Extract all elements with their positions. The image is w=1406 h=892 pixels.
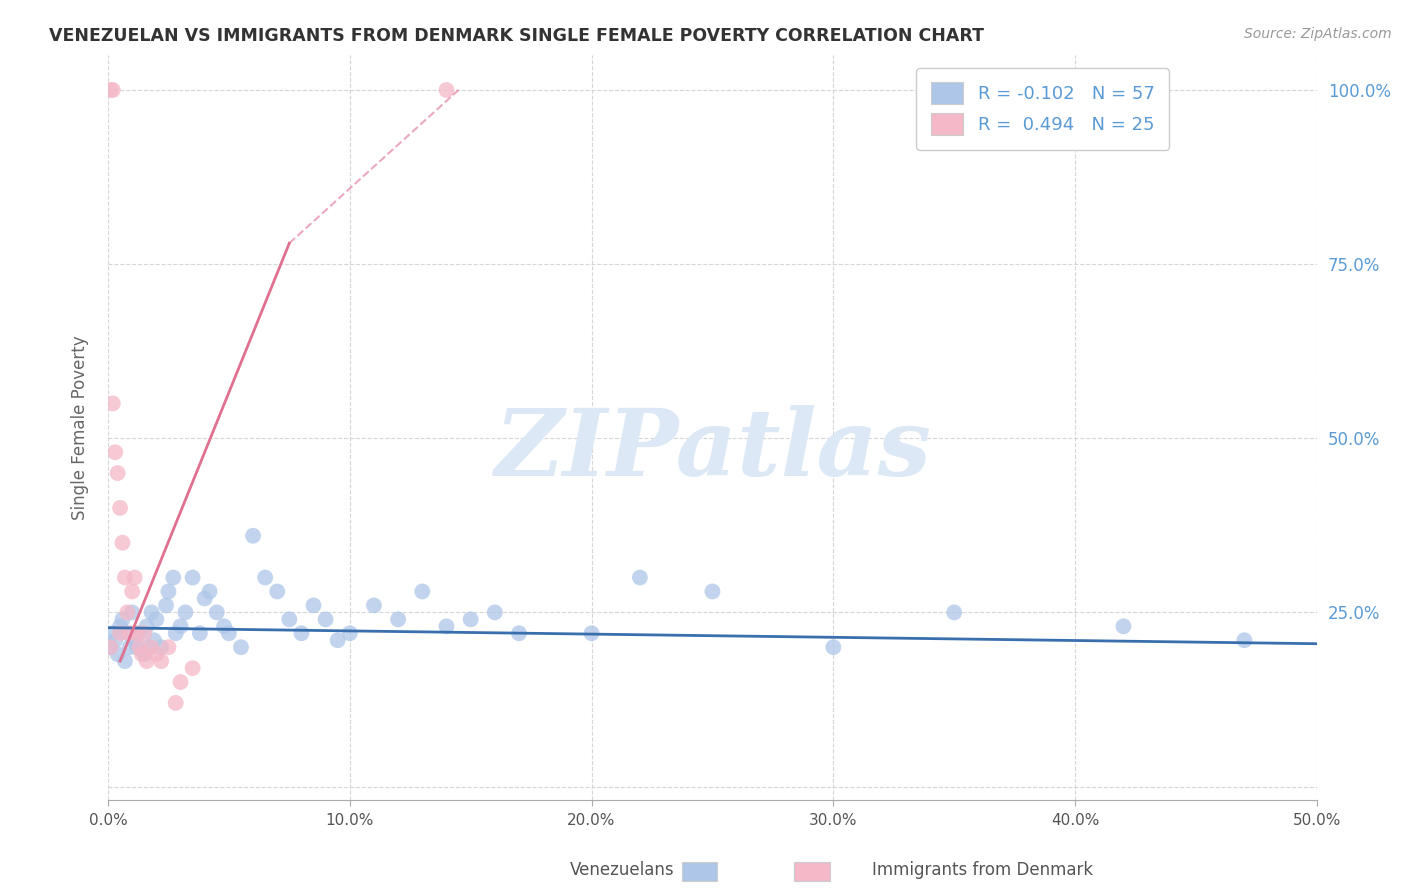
Point [131,647,153,661]
Point [128,640,150,655]
Point [138,640,160,655]
Point [290,626,312,640]
Point [135,619,157,633]
Point [145,647,167,661]
Point [142,633,165,648]
Text: Immigrants from Denmark: Immigrants from Denmark [872,861,1092,879]
Point [508,626,530,640]
Point [118,640,141,655]
Point [169,619,191,633]
Point [141,606,163,620]
Point [266,584,288,599]
Point [111,535,134,549]
Point [943,606,966,620]
Point [326,633,349,648]
Point [111,612,134,626]
Point [118,626,141,640]
Point [278,612,301,626]
Point [104,445,127,459]
Point [411,584,433,599]
Point [198,584,221,599]
Point [141,640,163,655]
Point [205,606,228,620]
Point [157,584,180,599]
Point [436,619,458,633]
Point [363,599,385,613]
Point [121,584,143,599]
Point [125,640,148,655]
Point [229,640,252,655]
Point [135,654,157,668]
Point [150,640,173,655]
Point [302,599,325,613]
Legend: R = -0.102   N = 57, R =  0.494   N = 25: R = -0.102 N = 57, R = 0.494 N = 25 [917,68,1168,150]
Point [188,626,211,640]
Point [101,396,124,410]
Point [124,633,146,648]
Point [194,591,217,606]
Point [174,606,197,620]
Point [100,640,122,655]
Point [121,606,143,620]
Point [100,640,122,655]
Point [117,606,139,620]
Point [339,626,361,640]
Point [108,626,131,640]
Point [581,626,603,640]
Point [128,626,150,640]
Text: Source: ZipAtlas.com: Source: ZipAtlas.com [1244,27,1392,41]
Point [107,466,129,480]
Point [242,529,264,543]
Point [114,570,136,584]
Point [117,626,139,640]
Point [155,599,177,613]
Point [169,675,191,690]
Point [124,570,146,584]
Point [104,633,127,648]
Point [165,696,187,710]
Point [125,626,148,640]
Point [165,626,187,640]
Point [162,570,184,584]
Point [134,626,156,640]
Point [134,647,156,661]
Point [212,619,235,633]
Point [387,612,409,626]
Point [181,661,204,675]
Point [1112,619,1135,633]
Text: ZIPatlas: ZIPatlas [494,405,931,495]
Point [460,612,482,626]
Point [181,570,204,584]
Point [100,83,122,97]
Point [107,647,129,661]
Point [108,619,131,633]
Point [484,606,506,620]
Point [315,612,337,626]
Point [157,640,180,655]
Text: VENEZUELAN VS IMMIGRANTS FROM DENMARK SINGLE FEMALE POVERTY CORRELATION CHART: VENEZUELAN VS IMMIGRANTS FROM DENMARK SI… [49,27,984,45]
Point [114,654,136,668]
Point [436,83,458,97]
Point [1233,633,1256,648]
Point [254,570,277,584]
Text: Venezuelans: Venezuelans [571,861,675,879]
Point [101,83,124,97]
Point [702,584,724,599]
Point [150,654,173,668]
Point [823,640,845,655]
Point [101,626,124,640]
Y-axis label: Single Female Poverty: Single Female Poverty [72,335,89,520]
Point [218,626,240,640]
Point [108,500,131,515]
Point [145,612,167,626]
Point [628,570,651,584]
